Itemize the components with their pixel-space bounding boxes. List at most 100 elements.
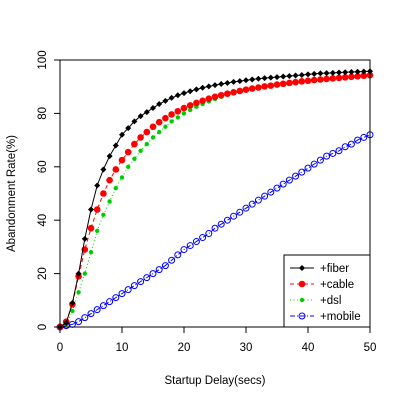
data-point-fiber xyxy=(243,77,249,84)
data-point-fiber xyxy=(174,92,181,99)
data-point-fiber xyxy=(336,69,342,76)
series-fiber xyxy=(57,68,373,330)
data-point-mobile xyxy=(261,192,269,200)
data-point-fiber xyxy=(100,166,107,173)
data-point-mobile xyxy=(143,274,151,282)
legend-label: +dsl xyxy=(320,295,341,307)
data-point-fiber xyxy=(286,73,293,80)
data-point-cable xyxy=(199,97,206,105)
data-point-cable xyxy=(137,134,144,141)
data-point-cable xyxy=(304,77,312,85)
data-point-cable xyxy=(143,128,151,136)
data-point-dsl xyxy=(169,119,174,124)
x-tick-label: 30 xyxy=(240,342,253,354)
data-point-cable xyxy=(193,99,200,107)
legend-item-cable: +cable xyxy=(290,279,354,291)
data-point-fiber xyxy=(218,81,225,88)
data-point-dsl xyxy=(188,107,193,113)
data-point-cable xyxy=(292,78,299,86)
data-point-fiber xyxy=(311,70,318,77)
data-point-fiber xyxy=(205,83,212,90)
data-point-fiber xyxy=(119,131,125,138)
data-point-mobile xyxy=(230,212,238,220)
legend-swatch-marker xyxy=(298,280,306,288)
x-tick-label: 0 xyxy=(57,342,63,354)
data-point-fiber xyxy=(106,153,113,160)
y-tick-label: 60 xyxy=(37,160,49,173)
data-point-dsl xyxy=(70,308,75,314)
data-point-mobile xyxy=(242,204,250,212)
data-point-mobile xyxy=(254,196,262,204)
data-point-fiber xyxy=(317,70,324,77)
data-point-cable xyxy=(149,123,157,131)
data-point-cable xyxy=(100,190,107,197)
data-point-mobile xyxy=(161,262,169,270)
data-point-cable xyxy=(267,82,275,89)
legend: +fiber +cable +dsl +mobile xyxy=(283,254,371,328)
data-point-mobile xyxy=(347,140,355,148)
data-point-cable xyxy=(335,74,343,82)
data-point-mobile xyxy=(329,149,337,157)
data-point-dsl xyxy=(157,129,162,135)
data-point-fiber xyxy=(212,82,218,89)
data-point-fiber xyxy=(187,88,194,95)
data-point-cable xyxy=(162,114,169,122)
data-point-cable xyxy=(180,104,188,112)
data-point-fiber xyxy=(224,79,231,86)
data-point-dsl xyxy=(101,212,106,218)
data-point-mobile xyxy=(130,282,138,290)
data-point-cable xyxy=(87,224,95,232)
data-point-cable xyxy=(348,73,355,81)
legend-swatch-marker xyxy=(299,265,305,271)
data-point-fiber xyxy=(342,69,349,76)
y-tick-label: 0 xyxy=(37,324,49,330)
data-point-cable xyxy=(224,90,231,97)
x-tick-label: 40 xyxy=(302,342,315,354)
data-point-fiber xyxy=(305,71,311,78)
data-point-fiber xyxy=(156,101,163,108)
data-point-dsl xyxy=(113,185,119,191)
data-point-cable xyxy=(286,79,293,87)
data-point-fiber xyxy=(261,75,268,82)
data-point-mobile xyxy=(316,156,324,164)
data-point-fiber xyxy=(292,72,299,79)
data-point-cable xyxy=(248,85,256,92)
data-point-fiber xyxy=(323,70,330,77)
data-point-cable xyxy=(341,74,349,81)
data-point-cable xyxy=(211,93,219,101)
data-point-dsl xyxy=(181,111,187,116)
data-point-mobile xyxy=(236,208,244,216)
data-point-cable xyxy=(217,91,225,99)
data-point-mobile xyxy=(124,286,132,294)
data-point-fiber xyxy=(181,90,187,97)
data-point-mobile xyxy=(149,270,157,278)
data-point-cable xyxy=(261,83,268,90)
data-point-cable xyxy=(186,102,194,109)
data-point-fiber xyxy=(137,113,144,120)
data-point-dsl xyxy=(163,124,168,129)
data-point-cable xyxy=(354,72,361,80)
data-point-fiber xyxy=(348,69,355,76)
data-point-mobile xyxy=(354,136,362,144)
series-layer xyxy=(56,68,374,331)
data-point-dsl xyxy=(107,199,112,204)
data-point-mobile xyxy=(323,152,331,160)
data-point-cable xyxy=(236,87,244,95)
legend-label: +cable xyxy=(320,279,354,291)
data-point-mobile xyxy=(223,216,231,224)
data-point-mobile xyxy=(279,180,287,188)
data-point-mobile xyxy=(93,306,101,314)
legend-swatch-marker xyxy=(299,297,305,303)
data-point-mobile xyxy=(87,310,95,318)
x-tick-label: 10 xyxy=(116,342,129,354)
data-point-fiber xyxy=(360,68,367,75)
x-tick-label: 50 xyxy=(364,342,377,354)
data-point-mobile xyxy=(248,200,256,208)
data-point-fiber xyxy=(88,206,94,213)
legend-label: +mobile xyxy=(320,311,361,323)
data-point-mobile xyxy=(273,184,281,192)
data-point-mobile xyxy=(211,224,219,232)
data-point-mobile xyxy=(217,220,225,228)
